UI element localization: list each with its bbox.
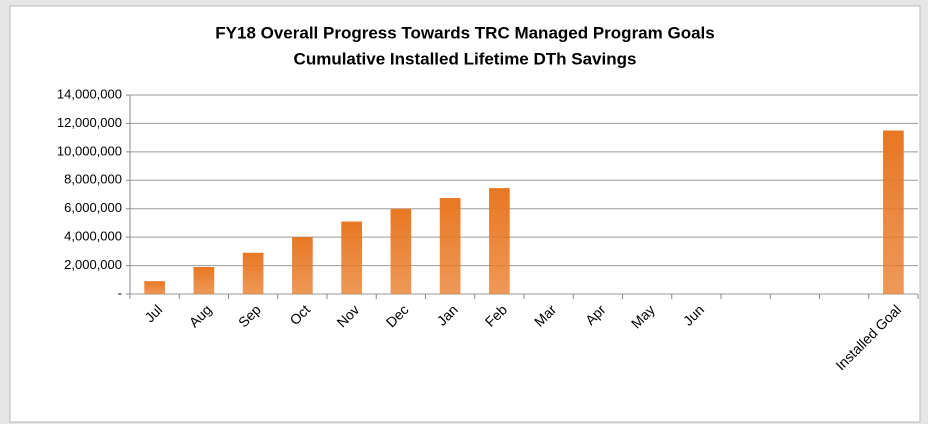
y-tick-label: 2,000,000 [64, 257, 122, 272]
chart-area [9, 5, 921, 423]
bar [292, 237, 313, 294]
y-tick-label: 8,000,000 [64, 172, 122, 187]
chart-title: FY18 Overall Progress Towards TRC Manage… [215, 23, 714, 42]
y-tick-label: 6,000,000 [64, 200, 122, 215]
y-tick-label: 10,000,000 [57, 143, 122, 158]
bar [341, 221, 362, 294]
bar [390, 208, 412, 294]
y-tick-label: - [118, 285, 122, 300]
bar [439, 198, 461, 294]
bar [883, 130, 904, 294]
bar [489, 188, 510, 294]
chart-subtitle: Cumulative Installed Lifetime DTh Saving… [294, 49, 637, 68]
bar [144, 281, 165, 294]
y-tick-label: 14,000,000 [57, 86, 122, 101]
y-tick-label: 4,000,000 [64, 229, 122, 244]
bar [193, 266, 215, 294]
bar [242, 252, 264, 294]
y-tick-label: 12,000,000 [57, 115, 122, 130]
